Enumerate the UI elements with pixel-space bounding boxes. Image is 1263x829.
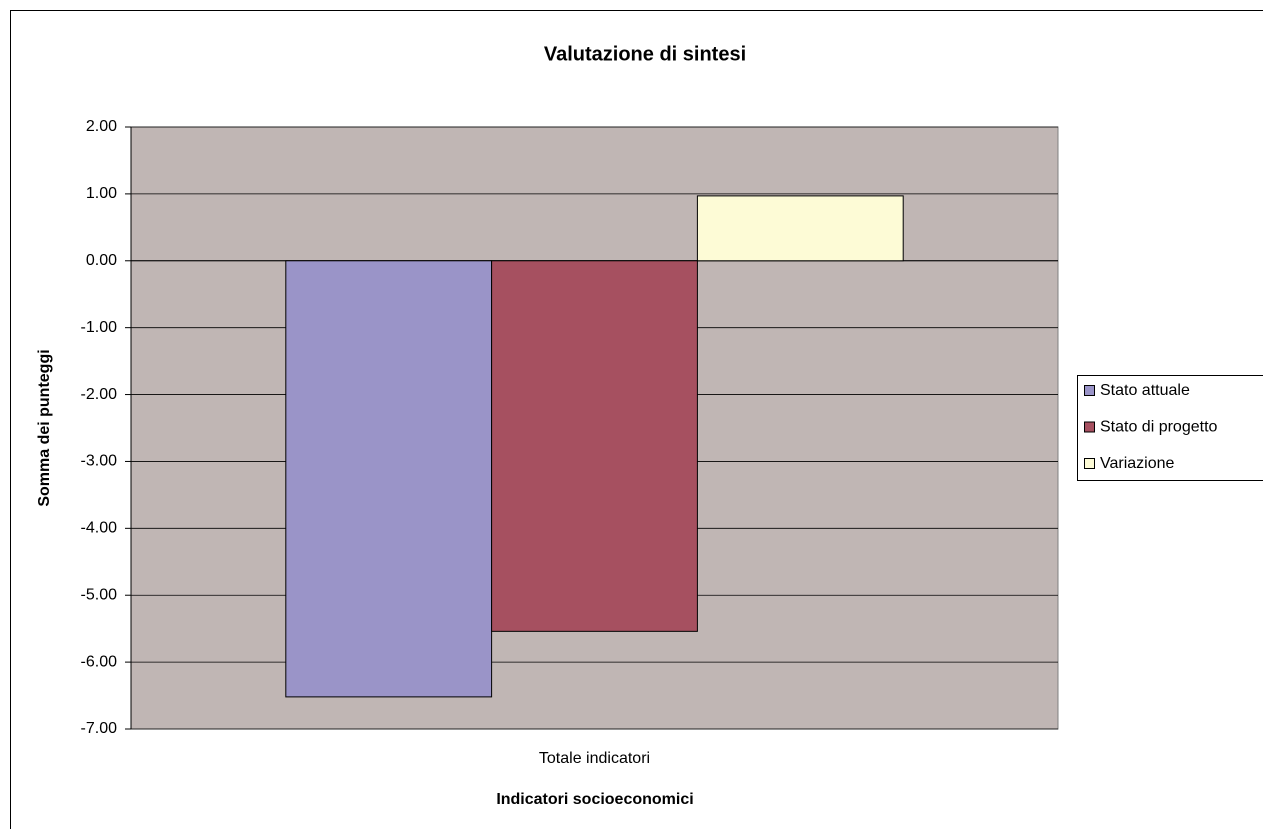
y-tick-label: -1.00 — [81, 319, 118, 336]
legend-label: Variazione — [1100, 455, 1175, 472]
legend-label: Stato attuale — [1100, 382, 1190, 399]
y-tick-label: 1.00 — [86, 185, 117, 202]
y-tick-label: 0.00 — [86, 252, 117, 269]
y-tick-label: -5.00 — [81, 586, 118, 603]
chart-title: Valutazione di sintesi — [544, 43, 746, 65]
bar — [285, 260, 493, 698]
legend-swatch — [1084, 458, 1095, 469]
x-axis-label: Indicatori socioeconomici — [496, 791, 693, 808]
legend — [1077, 375, 1263, 481]
legend-label: Stato di progetto — [1100, 419, 1218, 436]
y-tick-label: 2.00 — [86, 118, 117, 135]
bar — [491, 260, 698, 632]
x-tick-label: Totale indicatori — [539, 750, 650, 767]
y-tick-label: -4.00 — [81, 520, 118, 537]
y-tick-label: -3.00 — [81, 453, 118, 470]
y-tick-label: -7.00 — [81, 720, 118, 737]
legend-swatch — [1084, 385, 1095, 396]
bar — [696, 195, 904, 262]
y-axis-label: Somma dei punteggi — [36, 349, 53, 506]
y-tick-label: -6.00 — [81, 653, 118, 670]
y-tick-label: -2.00 — [81, 386, 118, 403]
legend-swatch — [1084, 421, 1095, 433]
